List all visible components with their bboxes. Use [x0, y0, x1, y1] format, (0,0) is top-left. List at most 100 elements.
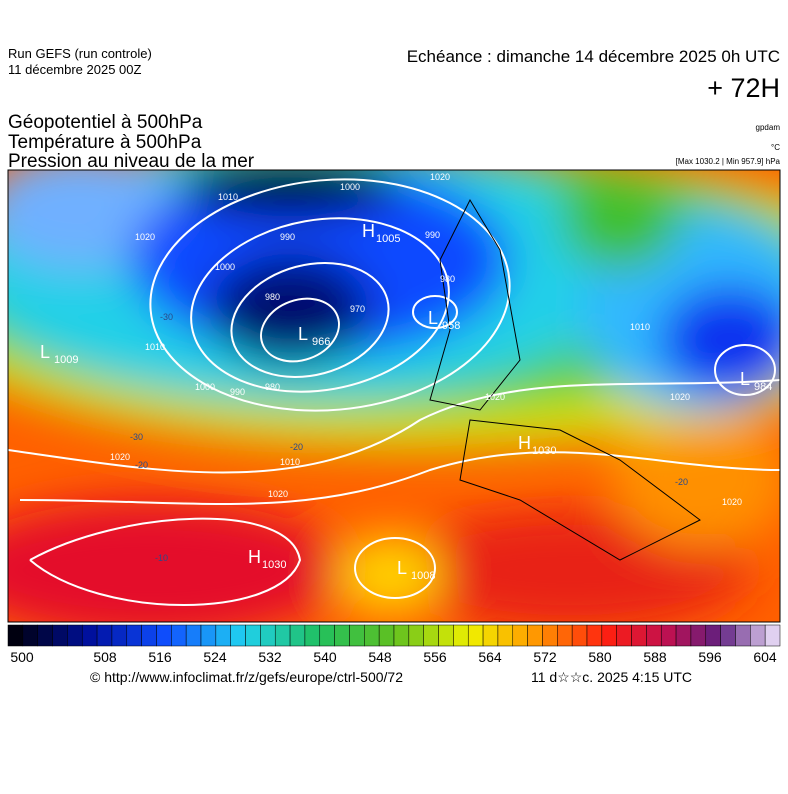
colorbar-swatch — [408, 624, 424, 647]
colorbar-swatch — [81, 624, 98, 647]
colorbar-swatch — [646, 624, 662, 647]
colorbar-label: 564 — [478, 649, 502, 665]
colorbar-swatch — [141, 624, 157, 647]
colorbar-swatch — [200, 624, 217, 647]
colorbar-label: 596 — [698, 649, 722, 665]
colorbar-label: 572 — [533, 649, 557, 665]
pressure-center: L — [397, 558, 407, 578]
colorbar-label: 500 — [10, 649, 34, 665]
map — [8, 170, 780, 622]
colorbar-swatch — [52, 624, 68, 647]
colorbar-swatch — [304, 624, 321, 647]
temperature-label: -10 — [155, 553, 168, 563]
colorbar-swatch — [364, 624, 380, 647]
colorbar-swatch — [467, 624, 484, 647]
colorbar-swatch — [720, 624, 736, 647]
colorbar-label: 556 — [423, 649, 447, 665]
pressure-center: H — [518, 433, 531, 453]
colorbar-swatch — [22, 624, 38, 647]
isobar-label: 1010 — [280, 457, 300, 467]
isobar-label: 1010 — [145, 342, 165, 352]
isobar-label: 1020 — [722, 497, 742, 507]
source: © http://www.infoclimat.fr/z/gefs/europe… — [90, 669, 403, 685]
colorbar-label: 548 — [368, 649, 392, 665]
colorbar-label: 508 — [93, 649, 117, 665]
isobar-label: 1020 — [670, 392, 690, 402]
isobar-label: 1020 — [110, 452, 130, 462]
colorbar-swatch — [453, 624, 469, 647]
colorbar-swatch — [37, 624, 53, 647]
isobar-label: 1020 — [135, 232, 155, 242]
colorbar-swatch — [171, 624, 187, 647]
colorbar-swatch — [378, 624, 395, 647]
isobar-label: 1010 — [218, 192, 238, 202]
colorbar-swatch — [482, 624, 499, 647]
isobar-label: 1020 — [268, 489, 288, 499]
isobar-label: 1010 — [630, 322, 650, 332]
temperature-label: -20 — [675, 477, 688, 487]
colorbar-label: 540 — [313, 649, 337, 665]
colorbar-swatch — [274, 624, 291, 647]
isobar-label: 970 — [350, 304, 365, 314]
colorbar-swatch — [334, 624, 350, 647]
pressure-center: H — [362, 221, 375, 241]
colorbar-swatch — [735, 624, 751, 647]
colorbar-swatch — [67, 624, 83, 647]
colorbar-swatch — [571, 624, 588, 647]
isobar-label: 1020 — [485, 392, 505, 402]
pressure-center-value: 1005 — [376, 233, 400, 245]
colorbar-label: 588 — [643, 649, 667, 665]
colorbar-swatch — [616, 624, 632, 647]
temperature-label: -20 — [290, 442, 303, 452]
colorbar-swatch — [393, 624, 410, 647]
title: Géopotentiel à 500hPa — [8, 112, 203, 133]
colorbar-swatch — [631, 624, 647, 647]
colorbar-label: 516 — [148, 649, 172, 665]
run-date: 11 décembre 2025 00Z — [8, 62, 142, 77]
temperature-label: -20 — [135, 460, 148, 470]
isobar-label: 990 — [230, 387, 245, 397]
pressure-center-value: 1008 — [411, 570, 435, 582]
colorbar-swatch — [586, 624, 603, 647]
colorbar-swatch — [497, 624, 514, 647]
map-frame — [7, 169, 781, 623]
isobar-label: 1000 — [215, 262, 235, 272]
unit: °C — [771, 143, 780, 152]
colorbar-swatch — [512, 624, 528, 647]
colorbar: 500 508 516 524 532 540 548 556 564 572 580 588 596 6… — [7, 624, 781, 665]
pressure-center: H — [248, 547, 261, 567]
colorbar-swatch — [601, 624, 617, 647]
isobar-label: 990 — [425, 230, 440, 240]
colorbar-swatch — [7, 624, 24, 647]
isobar-label: 980 — [440, 274, 455, 284]
pressure-center: L — [428, 308, 438, 328]
unit: gpdam — [756, 123, 781, 132]
pressure-center: L — [298, 324, 308, 344]
colorbar-swatch — [111, 624, 128, 647]
pressure-center-value: 958 — [442, 320, 460, 332]
temperature-label: -30 — [130, 432, 143, 442]
isobar-label: 1000 — [195, 382, 215, 392]
colorbar-label: 524 — [203, 649, 227, 665]
isobar-label: 980 — [265, 382, 280, 392]
pressure-center-value: 984 — [754, 381, 772, 393]
isobar-label: 990 — [280, 232, 295, 242]
pressure-center: L — [40, 342, 50, 362]
pressure-center-value: 1009 — [54, 354, 78, 366]
colorbar-swatch — [230, 624, 246, 647]
colorbar-swatch — [660, 624, 677, 647]
pressure-center-value: 1030 — [532, 445, 556, 457]
pressure-center-value: 966 — [312, 336, 330, 348]
pressure-center-value: 1030 — [262, 559, 286, 571]
run: Run GEFS (run controle) — [8, 46, 152, 61]
colorbar-swatch — [215, 624, 231, 647]
isobar-label: 980 — [265, 292, 280, 302]
title: Température à 500hPa — [8, 132, 202, 153]
colorbar-swatch — [289, 624, 306, 647]
unit: [Max 1030.2 | Min 957.9] hPa — [676, 157, 781, 166]
colorbar-swatch — [96, 624, 113, 647]
isobar-label: 1000 — [340, 182, 360, 192]
colorbar-label: 580 — [588, 649, 612, 665]
colorbar-swatch — [438, 624, 454, 647]
